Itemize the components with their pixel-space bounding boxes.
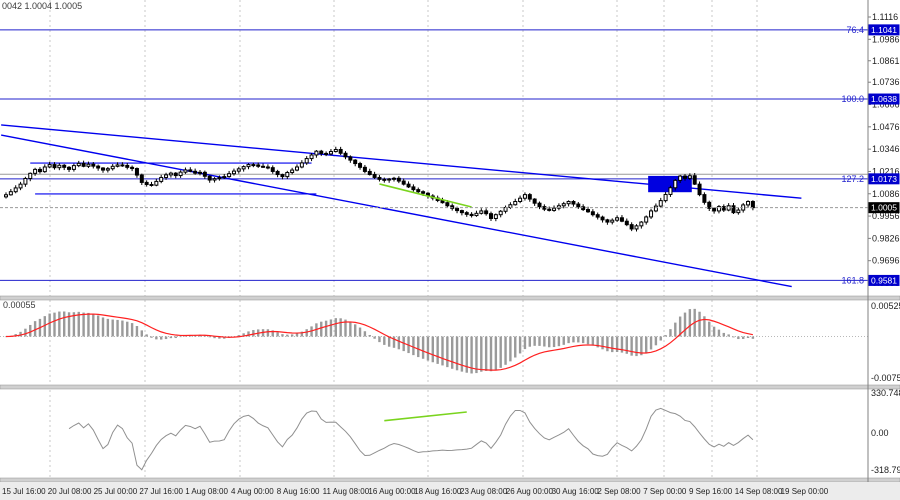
fib-level-label: 100.0 bbox=[841, 94, 864, 104]
price-scale-label: 1.0736 bbox=[872, 77, 900, 87]
time-axis-label: 1 Aug 08:00 bbox=[185, 487, 228, 496]
panel-separator[interactable] bbox=[0, 384, 900, 390]
price-scale-label: 1.0346 bbox=[872, 144, 900, 154]
time-axis-label: 14 Sep 08:00 bbox=[735, 487, 783, 496]
price-scale-label: 1.0986 bbox=[872, 34, 900, 44]
price-scale[interactable]: 1.11161.09861.08611.07361.06061.04761.03… bbox=[868, 12, 900, 288]
time-axis-label: 20 Jul 08:00 bbox=[48, 487, 92, 496]
price-scale-label: 0.9956 bbox=[872, 211, 900, 221]
time-axis-label: 26 Aug 00:00 bbox=[506, 487, 554, 496]
price-scale-label: 1.0861 bbox=[872, 56, 900, 66]
time-axis-label: 19 Sep 00:00 bbox=[781, 487, 829, 496]
price-scale-label: 0.9826 bbox=[872, 233, 900, 243]
price-scale-label: 1.0086 bbox=[872, 189, 900, 199]
fib-price-badge bbox=[868, 274, 900, 286]
price-scale-label: 1.1116 bbox=[872, 12, 898, 22]
macd-current-value: 0.00055 bbox=[3, 300, 36, 310]
green-trendlines[interactable] bbox=[379, 183, 472, 422]
fib-level-label: 161.8 bbox=[841, 275, 864, 285]
ohlc-info: 0042 1.0004 1.0005 bbox=[2, 1, 83, 11]
current-price-badge-text: 1.0005 bbox=[871, 203, 897, 213]
fib-level-label: 76.4 bbox=[846, 25, 864, 35]
time-axis-label: 23 Aug 08:00 bbox=[460, 487, 508, 496]
time-axis-label: 4 Aug 00:00 bbox=[231, 487, 274, 496]
fib-price-badge bbox=[868, 93, 900, 105]
fib-price-badge bbox=[868, 173, 900, 185]
time-axis-label: 16 Aug 00:00 bbox=[368, 487, 416, 496]
fib-price-badge bbox=[868, 24, 900, 36]
time-axis-strip[interactable] bbox=[0, 482, 900, 500]
time-axis-label: 7 Sep 00:00 bbox=[643, 487, 687, 496]
cci-scale-top-label: 330.7482 bbox=[871, 388, 900, 398]
macd-signal-line bbox=[5, 313, 754, 371]
price-scale-label: 1.0216 bbox=[872, 166, 900, 176]
current-price-badge bbox=[868, 202, 900, 214]
fib-price-badge-text: 1.1041 bbox=[871, 25, 897, 35]
macd-scale-top-label: 0.00525 bbox=[871, 301, 900, 311]
macd-scale-bottom-label: -0.00756 bbox=[871, 373, 900, 383]
green-trendline-main bbox=[379, 183, 472, 208]
time-axis-labels: 15 Jul 16:00 20 Jul 08:00 25 Jul 00:00 27 J… bbox=[2, 487, 829, 496]
cci-scale-bottom-label: -318.798 bbox=[871, 465, 900, 475]
fib-level-label: 127.2 bbox=[841, 174, 864, 184]
time-axis-label: 11 Aug 08:00 bbox=[323, 487, 370, 496]
time-axis-label: 30 Aug 16:00 bbox=[552, 487, 600, 496]
time-axis-label: 8 Aug 16:00 bbox=[277, 487, 320, 496]
trendline bbox=[1, 134, 792, 288]
cci-scale-mid-label: 0.00 bbox=[871, 428, 889, 438]
fib-price-badge-text: 1.0638 bbox=[871, 94, 897, 104]
fibonacci-levels[interactable]: 76.4 100.0 127.2 161.8 bbox=[0, 25, 868, 286]
price-scale-label: 0.9696 bbox=[872, 256, 900, 266]
time-axis-label: 2 Sep 08:00 bbox=[597, 487, 641, 496]
green-trendline-cci bbox=[384, 411, 467, 422]
panel-separator[interactable] bbox=[0, 295, 900, 301]
time-axis-label: 18 Aug 16:00 bbox=[414, 487, 462, 496]
cci-line bbox=[68, 407, 754, 471]
time-axis-label: 25 Jul 00:00 bbox=[94, 487, 138, 496]
time-axis-label: 9 Sep 16:00 bbox=[689, 487, 733, 496]
price-scale-label: 1.0476 bbox=[872, 122, 900, 132]
time-axis-label: 15 Jul 16:00 bbox=[2, 487, 46, 496]
fib-price-badge-text: 0.9581 bbox=[871, 275, 897, 285]
fib-price-badge-text: 1.0173 bbox=[871, 174, 897, 184]
panel-separator[interactable] bbox=[0, 477, 900, 483]
time-axis-label: 27 Jul 16:00 bbox=[139, 487, 183, 496]
